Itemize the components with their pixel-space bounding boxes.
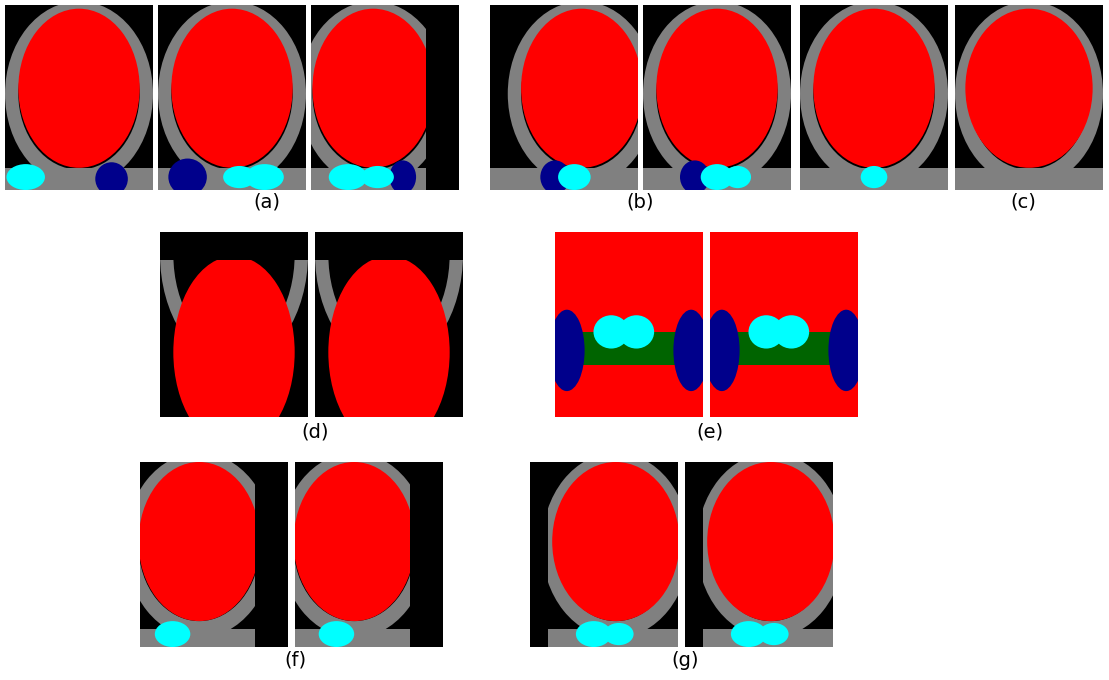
Ellipse shape (521, 9, 642, 168)
Ellipse shape (549, 309, 584, 391)
Bar (160, 232, 308, 260)
Ellipse shape (828, 309, 864, 391)
Bar (643, 168, 791, 190)
Ellipse shape (328, 160, 449, 349)
Ellipse shape (160, 143, 308, 365)
Bar (710, 332, 858, 365)
Ellipse shape (657, 9, 777, 168)
Bar (295, 628, 442, 647)
Text: (e): (e) (696, 423, 723, 442)
Ellipse shape (173, 160, 295, 349)
Ellipse shape (696, 453, 845, 638)
Ellipse shape (701, 164, 733, 190)
Ellipse shape (552, 462, 680, 621)
Ellipse shape (704, 309, 740, 391)
Ellipse shape (724, 166, 751, 188)
Bar (157, 168, 306, 190)
Ellipse shape (558, 191, 700, 376)
Ellipse shape (540, 160, 570, 194)
Ellipse shape (521, 18, 642, 169)
Ellipse shape (731, 621, 766, 647)
Ellipse shape (294, 462, 415, 621)
Bar (955, 168, 1103, 190)
Bar (6, 168, 153, 190)
Ellipse shape (680, 160, 710, 194)
Bar (255, 462, 288, 647)
Ellipse shape (955, 1, 1103, 186)
Ellipse shape (774, 316, 810, 349)
Ellipse shape (673, 309, 709, 391)
Bar (311, 168, 459, 190)
Ellipse shape (19, 9, 140, 168)
Ellipse shape (169, 158, 207, 196)
Ellipse shape (556, 469, 676, 621)
Ellipse shape (125, 453, 273, 638)
Ellipse shape (281, 453, 428, 638)
Ellipse shape (95, 163, 128, 196)
Ellipse shape (965, 9, 1092, 168)
Ellipse shape (299, 1, 447, 186)
Ellipse shape (643, 1, 791, 186)
Ellipse shape (593, 316, 629, 349)
Ellipse shape (328, 164, 367, 190)
Bar (554, 332, 703, 365)
Ellipse shape (604, 623, 633, 645)
Ellipse shape (576, 621, 611, 647)
Ellipse shape (313, 9, 434, 168)
Ellipse shape (558, 164, 591, 190)
Bar (410, 462, 442, 647)
Ellipse shape (749, 316, 784, 349)
Ellipse shape (508, 1, 655, 186)
Bar (530, 462, 548, 647)
Ellipse shape (619, 316, 654, 349)
Ellipse shape (542, 453, 690, 638)
Text: (g): (g) (671, 651, 699, 670)
Text: (d): (d) (302, 423, 328, 442)
Ellipse shape (315, 143, 462, 365)
Bar (315, 232, 462, 260)
Ellipse shape (157, 1, 306, 186)
Ellipse shape (139, 462, 260, 621)
Ellipse shape (710, 469, 832, 621)
Bar (800, 168, 948, 190)
Ellipse shape (759, 623, 788, 645)
Ellipse shape (245, 164, 284, 190)
Ellipse shape (223, 166, 256, 188)
Ellipse shape (139, 469, 260, 621)
Ellipse shape (657, 18, 777, 169)
Ellipse shape (328, 256, 449, 448)
Ellipse shape (968, 18, 1090, 169)
Ellipse shape (171, 18, 293, 169)
Ellipse shape (813, 18, 935, 169)
Ellipse shape (155, 621, 191, 647)
Ellipse shape (173, 256, 295, 448)
Text: (c): (c) (1010, 193, 1036, 212)
Text: (a): (a) (254, 193, 281, 212)
Ellipse shape (813, 9, 935, 168)
Ellipse shape (19, 18, 140, 169)
Ellipse shape (318, 621, 354, 647)
Ellipse shape (800, 1, 948, 186)
Bar (685, 462, 703, 647)
Ellipse shape (294, 469, 415, 621)
Ellipse shape (171, 9, 293, 168)
Ellipse shape (861, 166, 887, 188)
Ellipse shape (713, 191, 855, 376)
Bar (427, 5, 459, 190)
Ellipse shape (313, 18, 434, 169)
Ellipse shape (362, 166, 394, 188)
Ellipse shape (389, 160, 416, 194)
Bar (490, 168, 638, 190)
Ellipse shape (7, 164, 45, 190)
Ellipse shape (6, 1, 153, 186)
Text: (f): (f) (284, 651, 306, 670)
Bar (140, 628, 288, 647)
Bar (685, 628, 833, 647)
Bar (530, 628, 678, 647)
Ellipse shape (708, 462, 834, 621)
Text: (b): (b) (627, 193, 653, 212)
